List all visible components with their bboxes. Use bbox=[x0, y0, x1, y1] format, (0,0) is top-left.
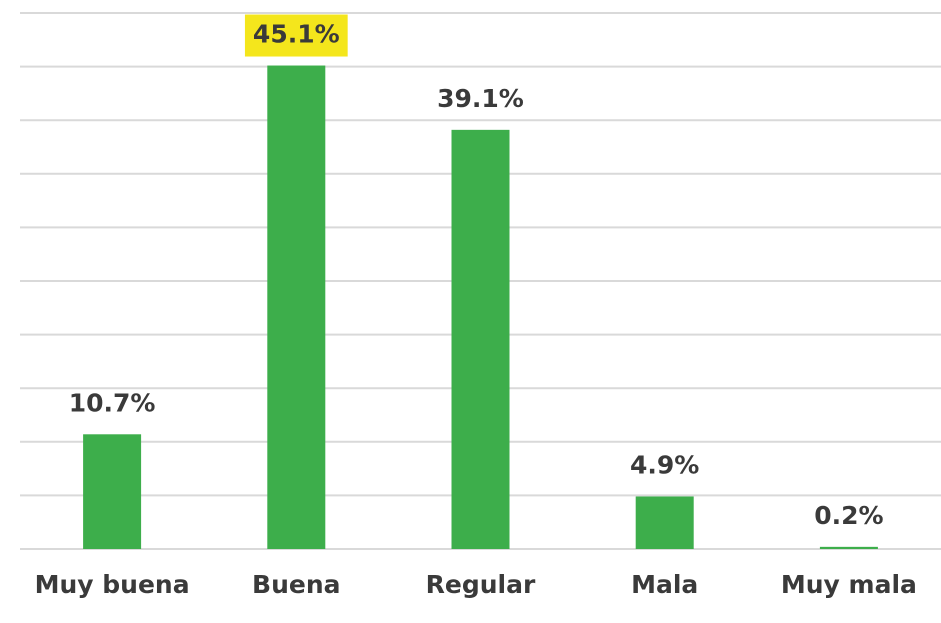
bar bbox=[451, 129, 510, 549]
x-tick-label: Buena bbox=[252, 570, 340, 599]
bar bbox=[819, 546, 878, 549]
value-label-highlight bbox=[244, 14, 348, 57]
bar bbox=[83, 434, 142, 549]
value-label: 10.7% bbox=[69, 388, 156, 417]
x-tick-label: Muy buena bbox=[35, 570, 190, 599]
bar bbox=[635, 496, 694, 549]
value-label: 0.2% bbox=[814, 501, 883, 530]
value-label: 45.1% bbox=[253, 20, 340, 49]
bar bbox=[267, 65, 326, 549]
x-tick-label: Regular bbox=[426, 570, 536, 599]
x-tick-label: Muy mala bbox=[781, 570, 917, 599]
value-label: 39.1% bbox=[437, 84, 524, 113]
value-label: 4.9% bbox=[630, 450, 699, 479]
x-tick-label: Mala bbox=[631, 570, 698, 599]
